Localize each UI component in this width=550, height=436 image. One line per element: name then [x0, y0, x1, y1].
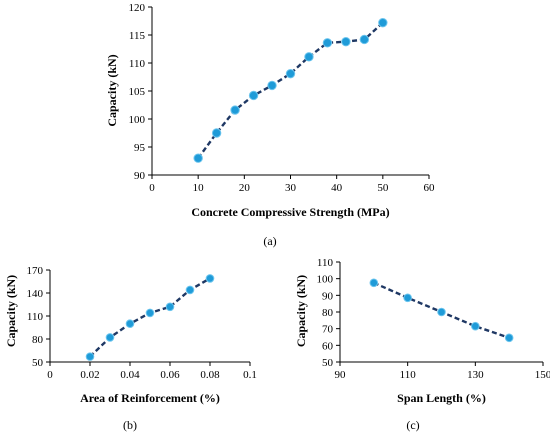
panel-b-y-tick-label: 110	[27, 311, 44, 323]
panel-b-label: (b)	[123, 418, 137, 432]
panel-a-data-point	[193, 153, 203, 163]
chart-panel-b: Capacity (kN) Area of Reinforcement (%) …	[4, 265, 257, 432]
panel-b-x-axis-title: Area of Reinforcement (%)	[80, 391, 220, 405]
panel-c-data-point	[403, 293, 412, 303]
panel-b-data-point	[165, 302, 175, 312]
panel-c-x-axis-title: Span Length (%)	[397, 391, 486, 405]
panel-c-data-point	[471, 321, 480, 331]
panel-b-data-point	[125, 319, 135, 328]
panel-a-data-point	[341, 37, 351, 47]
panel-c-x-tick-label: 110	[400, 369, 417, 381]
panel-b-x-tick-label: 0.08	[200, 369, 220, 381]
panel-b-y-tick-label: 140	[27, 288, 44, 300]
panel-c-label: (c)	[406, 418, 419, 432]
chart-panel-c: Capacity (kN) Span Length (%) (c) 90 110 1…	[294, 257, 550, 432]
panel-b-y-axis-title: Capacity (kN)	[4, 275, 18, 347]
panel-a-x-tick-label: 10	[193, 182, 205, 194]
panel-b-x-tick-label: 0.02	[80, 369, 99, 381]
panel-b-y-tick-label: 80	[32, 334, 44, 346]
panel-b-x-tick-label: 0	[47, 369, 53, 381]
panel-c-x-tick-label: 130	[467, 369, 484, 381]
panel-c-y-tick-label: 80	[322, 307, 334, 319]
panel-c-y-tick-label: 90	[322, 290, 334, 302]
panel-b-y-tick-label: 170	[27, 265, 44, 277]
panel-a-data-point	[267, 80, 277, 91]
panel-b-x-tick-label: 0.06	[160, 369, 180, 381]
panel-c-y-tick-label: 60	[322, 340, 334, 352]
panel-a-y-tick-label: 115	[129, 30, 146, 42]
panel-b-x-tick-label: 0.04	[120, 369, 140, 381]
panel-a-data-point	[378, 17, 388, 28]
panel-c-x-tick-label: 150	[535, 369, 550, 381]
panel-a-x-axis-title: Concrete Compressive Strength (MPa)	[191, 205, 389, 219]
panel-a-y-tick-label: 95	[134, 142, 146, 154]
panel-a-y-tick-label: 100	[129, 114, 146, 126]
panel-c-x-tick-label: 90	[335, 369, 347, 381]
panel-c-y-tick-label: 100	[317, 274, 334, 286]
panel-b-x-tick-label: 0.1	[243, 369, 257, 381]
panel-a-data-point	[322, 38, 333, 48]
panel-a-y-tick-label: 90	[134, 170, 146, 182]
panel-a-data-point	[285, 68, 296, 79]
panel-c-y-tick-label: 50	[322, 357, 334, 369]
panel-a-y-tick-label: 105	[129, 86, 146, 98]
panel-c-y-tick-label: 70	[322, 324, 334, 336]
panel-b-data-point	[185, 285, 195, 295]
panel-c-data-point	[369, 278, 379, 288]
panel-b-y-tick-label: 50	[32, 357, 44, 369]
panel-a-series-line	[197, 21, 384, 159]
panel-a-y-axis-title: Capacity (kN)	[105, 54, 119, 126]
panel-a-data-point	[304, 52, 314, 62]
panel-b-data-point	[145, 308, 155, 318]
panel-a-data-point	[248, 90, 259, 101]
panel-b-data-point	[105, 333, 115, 342]
panel-a-x-tick-label: 50	[377, 182, 389, 194]
panel-a-data-point	[230, 105, 240, 115]
panel-a-data-point	[211, 128, 222, 138]
panel-c-data-point	[437, 307, 446, 317]
panel-a-x-tick-label: 60	[424, 182, 436, 194]
panel-a-x-tick-label: 40	[331, 182, 343, 194]
panel-a-y-tick-label: 120	[129, 2, 146, 14]
panel-a-data-point	[359, 34, 370, 45]
panel-c-y-axis-title: Capacity (kN)	[294, 275, 308, 347]
panel-b-data-point	[85, 352, 95, 361]
panel-a-y-tick-label: 110	[129, 58, 146, 70]
panel-a-label: (a)	[263, 234, 276, 248]
chart-panel-a: Capacity (kN) Concrete Compressive Stren…	[105, 2, 435, 248]
panel-a-x-tick-label: 0	[149, 182, 155, 194]
panel-c-data-point	[504, 333, 514, 343]
panel-a-x-tick-label: 30	[285, 182, 297, 194]
panel-b-data-point	[205, 274, 215, 283]
panel-a-x-tick-label: 20	[239, 182, 251, 194]
panel-c-y-tick-label: 110	[317, 257, 334, 269]
